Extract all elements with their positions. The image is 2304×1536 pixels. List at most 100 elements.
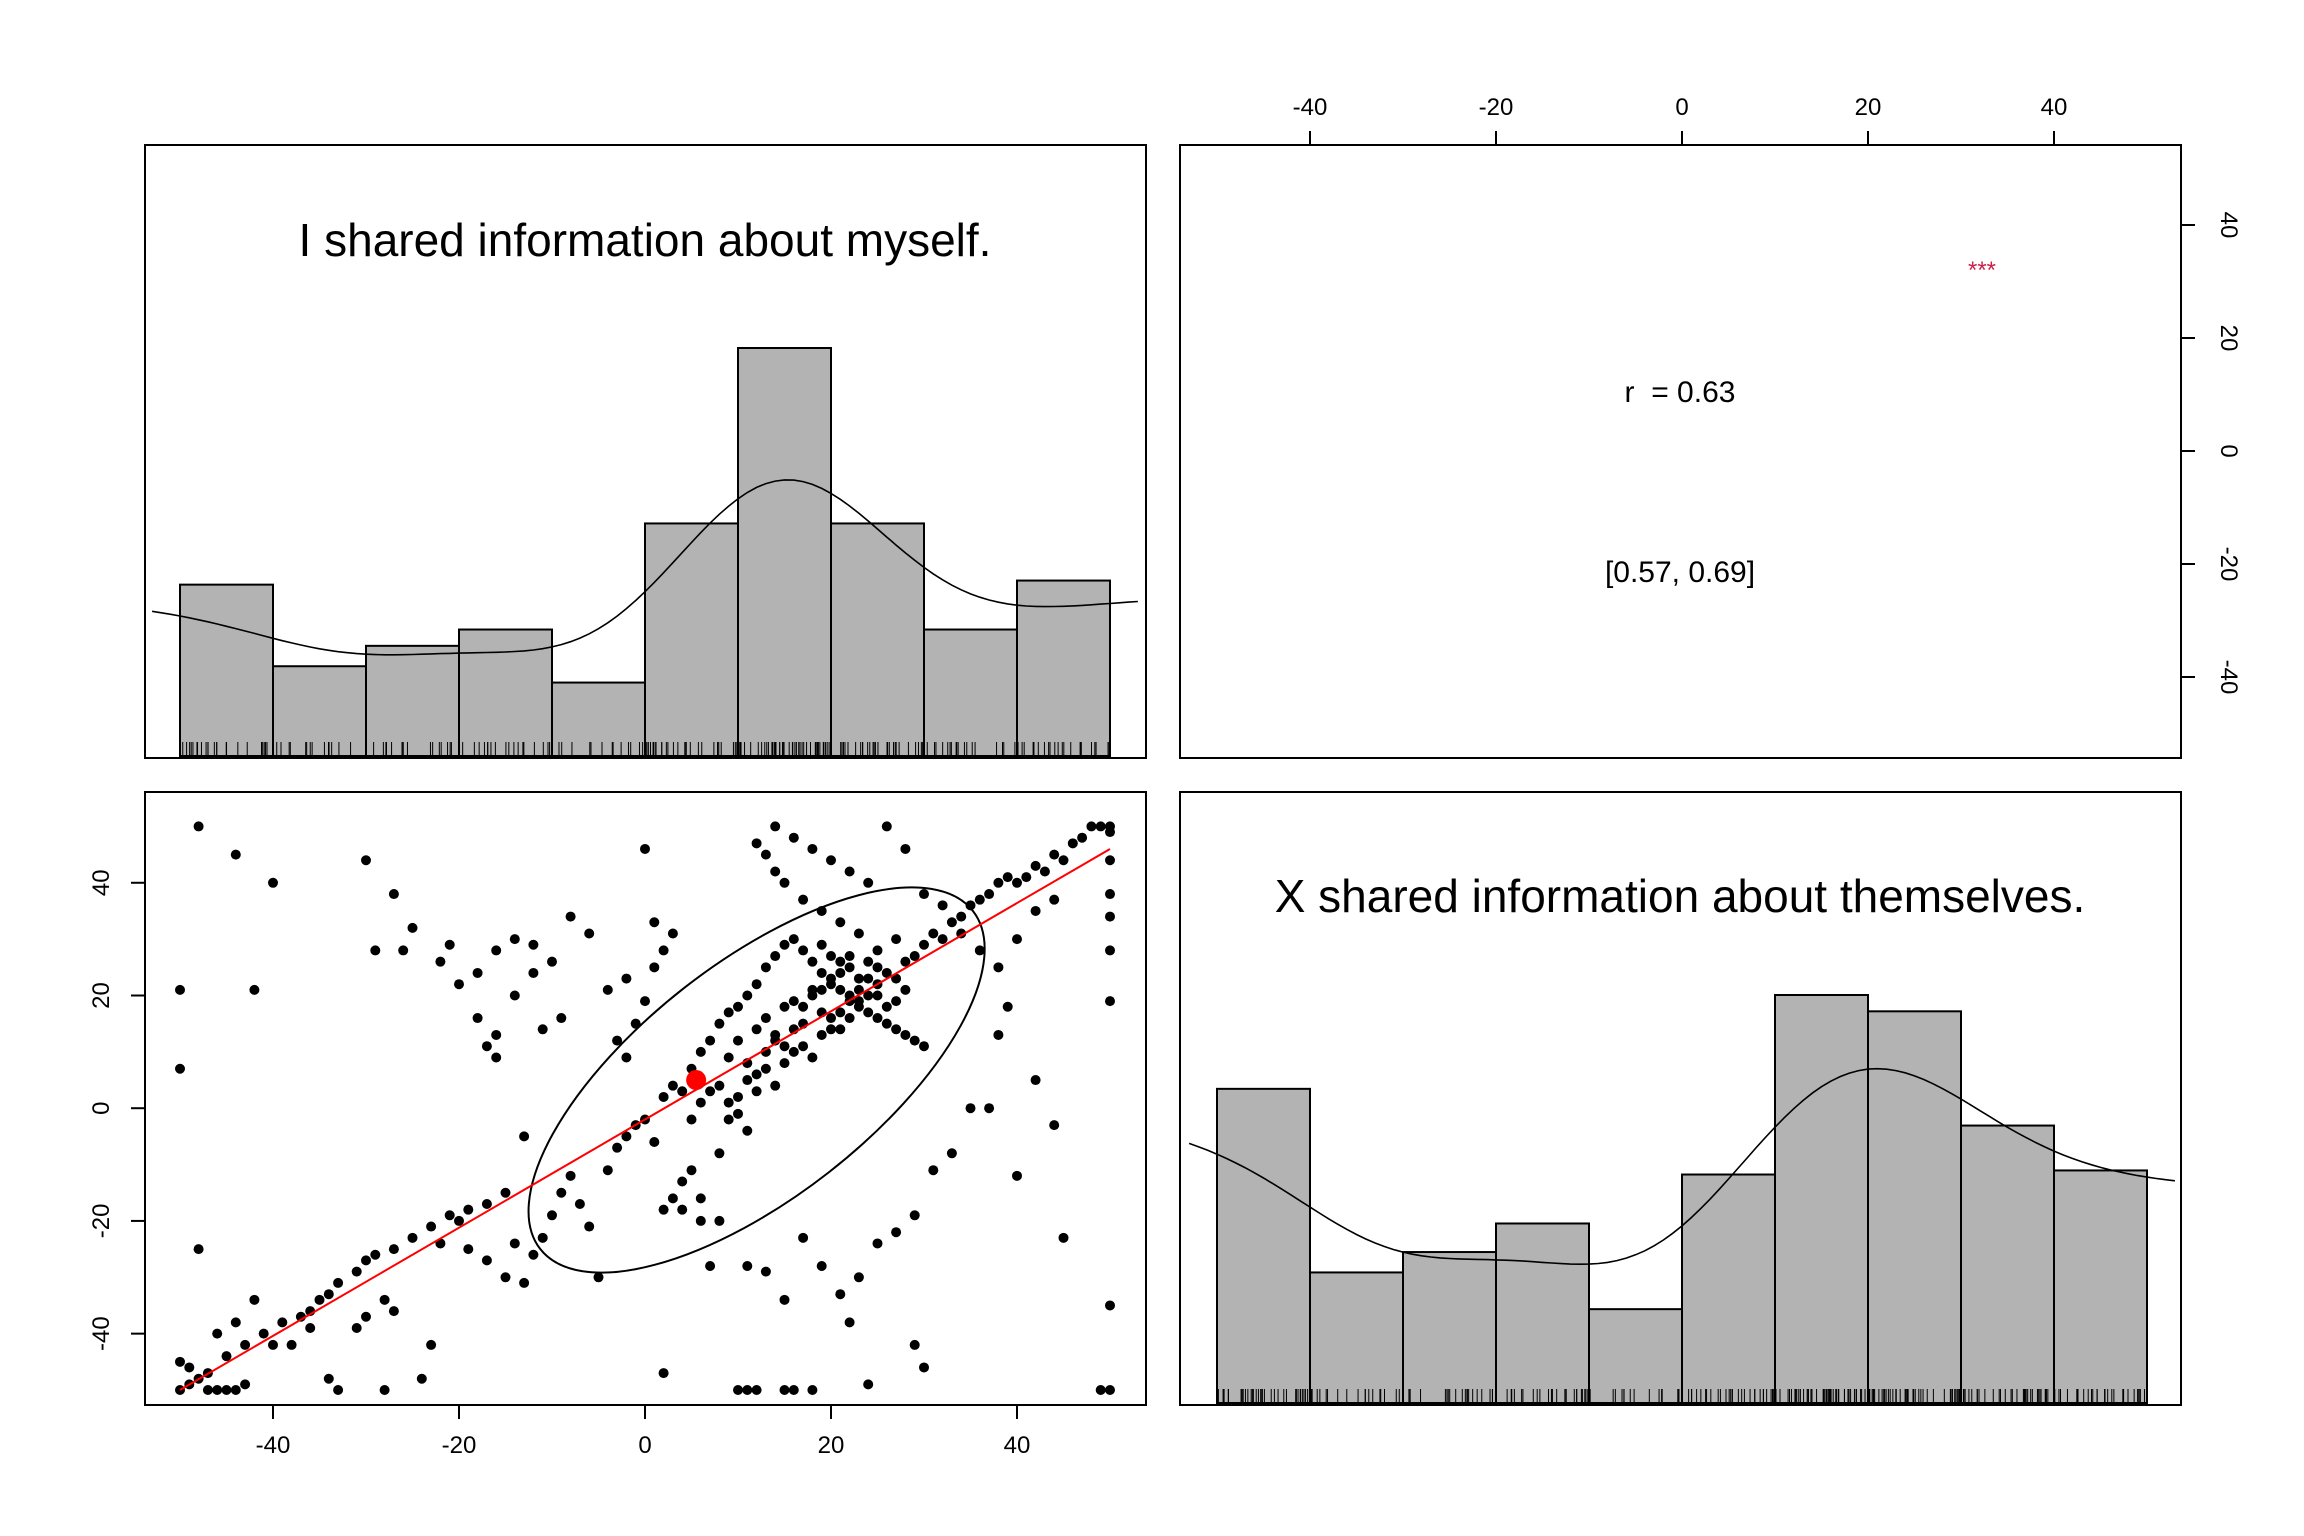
scatter-point <box>1049 894 1060 905</box>
scatter-point <box>816 1261 827 1272</box>
scatter-point <box>788 996 799 1007</box>
scatter-point <box>1002 1001 1013 1012</box>
scatter-point <box>900 956 911 967</box>
scatter-point <box>853 1001 864 1012</box>
axis-tick-label: -20 <box>88 1204 115 1239</box>
scatter-point <box>993 962 1004 973</box>
confidence-interval: [0.57, 0.69] <box>1605 556 1755 589</box>
regression-line <box>179 848 1111 1391</box>
scatter-point <box>547 956 557 967</box>
scatter-point <box>770 1080 781 1091</box>
scatter-point <box>760 849 771 860</box>
scatter-point <box>695 1215 706 1226</box>
axis-tick-label: 20 <box>1855 94 1882 121</box>
scatter-point <box>398 945 409 956</box>
mean-point <box>686 1070 707 1091</box>
scatter-point <box>835 1007 846 1018</box>
scatter-point <box>853 984 864 995</box>
scatter-point <box>621 1052 632 1063</box>
scatter-point <box>807 1052 818 1063</box>
scatter-point <box>640 996 650 1007</box>
scatter-point <box>612 1142 623 1153</box>
scatter-point <box>714 1215 725 1226</box>
scatter-point <box>751 1086 762 1097</box>
scatter-point <box>872 945 883 956</box>
scatter-point <box>361 1311 371 1322</box>
scatter-point <box>788 934 799 945</box>
scatter-point <box>519 1131 530 1142</box>
scatter-point <box>1095 821 1106 832</box>
scatter-point <box>798 1232 809 1243</box>
scatter-point <box>537 1024 548 1035</box>
scatter-point <box>1058 1232 1069 1243</box>
scatter-point <box>733 1108 743 1119</box>
scatter-point <box>909 1035 920 1046</box>
scatter-point <box>807 1385 818 1395</box>
scatter-point <box>770 866 781 877</box>
scatter-point <box>230 849 241 860</box>
histogram-bar <box>179 583 274 758</box>
scatter-point <box>593 1272 604 1283</box>
histogram-title: X shared information about themselves. <box>1275 870 2086 922</box>
scatter-point <box>472 967 483 978</box>
scatter-point <box>175 1063 185 1074</box>
scatter-point <box>705 1086 716 1097</box>
correlation-panel: r = 0.63 [0.57, 0.69] *** -40 -20 0 20 40 -4… <box>1179 94 2242 759</box>
scatter-point <box>184 1362 195 1373</box>
scatter-point <box>556 1187 567 1198</box>
scatter-point <box>909 951 920 962</box>
scatter-point <box>1049 849 1060 860</box>
scatter-point <box>1077 832 1088 843</box>
scatter-point <box>1105 855 1115 866</box>
correlation-value: r = 0.63 <box>1625 376 1736 409</box>
scatter-point <box>695 1097 706 1108</box>
scatter-point <box>258 1328 269 1339</box>
scatter-point <box>379 1385 390 1395</box>
scatter-point <box>333 1277 344 1288</box>
scatter-point <box>919 1041 929 1052</box>
scatter-point <box>993 877 1004 888</box>
scatter-point <box>900 1029 911 1040</box>
scatter-point <box>612 1035 623 1046</box>
scatter-point <box>919 939 929 950</box>
histogram-bar <box>551 681 646 757</box>
scatter-point <box>723 1097 734 1108</box>
scatter-point <box>1105 1385 1115 1395</box>
scatter-point <box>863 973 874 984</box>
scatter-point <box>946 1148 957 1159</box>
scatter-point <box>881 1001 892 1012</box>
scatter-point <box>268 1339 278 1350</box>
scatter-point <box>240 1379 251 1390</box>
scatter-point <box>798 1041 809 1052</box>
scatter-point <box>640 843 650 854</box>
scatter-point <box>686 1165 697 1176</box>
histogram-bar <box>1960 1124 2055 1405</box>
scatter-point <box>872 1238 883 1249</box>
scatter-point <box>463 1204 474 1215</box>
scatter-point <box>370 945 381 956</box>
scatter-point <box>798 894 809 905</box>
axis-tick-label: 40 <box>88 869 115 896</box>
scatter-point <box>816 905 827 916</box>
scatter-point <box>1105 996 1115 1007</box>
axis-tick-label: 20 <box>2215 325 2242 352</box>
scatter-point <box>230 1385 241 1395</box>
scatter-point <box>891 1024 902 1035</box>
scatter-point <box>788 1046 799 1057</box>
scatter-point <box>370 1249 381 1260</box>
scatter-point <box>519 1277 530 1288</box>
scatter-point <box>826 973 836 984</box>
scatter-point <box>956 911 967 922</box>
scatter-point <box>1105 889 1115 900</box>
scatter-point <box>807 956 818 967</box>
scatter-point <box>268 877 278 888</box>
scatter-point <box>416 1373 427 1384</box>
scatter-point <box>984 889 995 900</box>
scatter-point <box>528 939 539 950</box>
scatter-point <box>891 934 902 945</box>
scatter-point <box>323 1373 334 1384</box>
scatter-point <box>1058 855 1069 866</box>
axis-tick-label: -40 <box>88 1316 115 1351</box>
scatter-point <box>286 1339 297 1350</box>
scatter-point <box>723 1007 734 1018</box>
